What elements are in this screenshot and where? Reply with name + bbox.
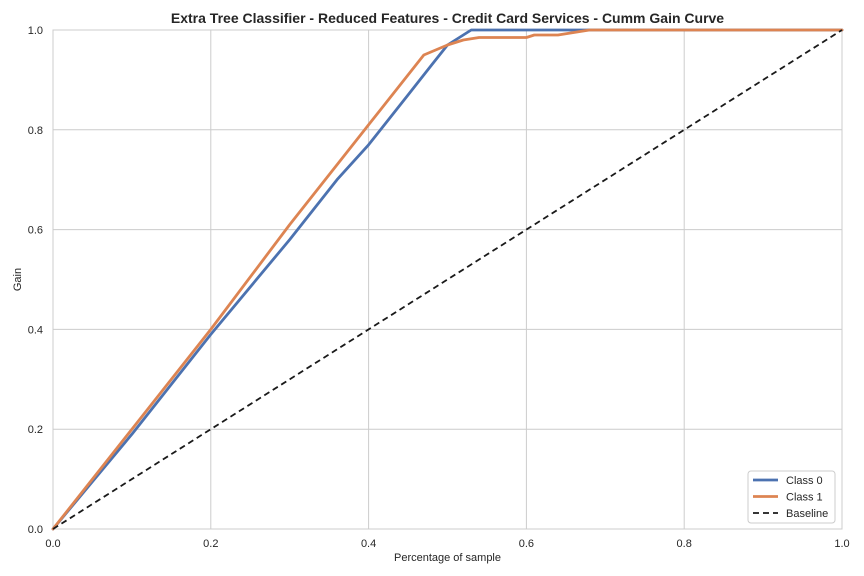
y-tick-label: 0.4 <box>28 324 43 336</box>
series-line-baseline <box>52 29 843 530</box>
grid-lines <box>52 29 843 530</box>
series-line-class-1 <box>51 28 844 531</box>
chart-title: Extra Tree Classifier - Reduced Features… <box>171 10 724 26</box>
x-tick-label: 0.4 <box>361 538 376 550</box>
y-tick-label: 0.8 <box>28 125 43 137</box>
legend-label: Class 0 <box>786 475 823 487</box>
y-tick-label: 0.2 <box>28 424 43 436</box>
legend-box <box>747 470 836 524</box>
x-tick-label: 0.0 <box>45 538 60 550</box>
y-tick-label: 0.6 <box>28 225 43 237</box>
legend-label: Class 1 <box>786 492 823 504</box>
x-tick-label: 0.6 <box>519 538 534 550</box>
y-tick-labels: 0.0 0.2 0.4 0.6 0.8 1.0 <box>28 25 43 536</box>
x-tick-labels: 0.0 0.2 0.4 0.6 0.8 1.0 <box>45 538 849 550</box>
x-tick-label: 0.2 <box>203 538 218 550</box>
y-tick-label: 1.0 <box>28 25 43 37</box>
legend: Class 0 Class 1 Baseline <box>747 470 836 524</box>
series-line-class-0 <box>51 28 844 531</box>
y-axis-label: Gain <box>12 268 24 291</box>
series-lines <box>51 28 844 531</box>
x-tick-label: 1.0 <box>834 538 849 550</box>
x-axis-label: Percentage of sample <box>394 552 501 564</box>
x-tick-label: 0.8 <box>677 538 692 550</box>
y-tick-label: 0.0 <box>28 524 43 536</box>
legend-label: Baseline <box>786 508 828 520</box>
